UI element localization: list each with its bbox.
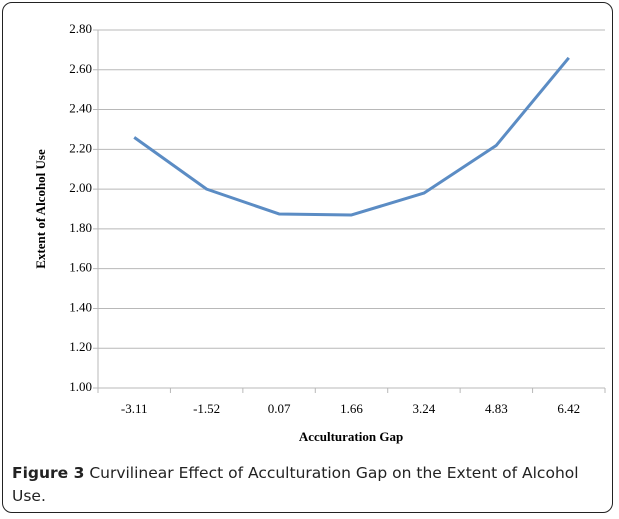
x-axis-title: Acculturation Gap — [299, 429, 403, 444]
y-tick-label: 2.00 — [69, 180, 92, 195]
x-tick-label: 4.83 — [485, 401, 508, 416]
x-tick-label: 0.07 — [268, 401, 291, 416]
y-tick-label: 2.80 — [69, 21, 92, 36]
y-tick-label: 2.40 — [69, 101, 92, 116]
x-tick-label: -3.11 — [121, 401, 148, 416]
chart: Acculturation Gap Extent of Alcohol Use … — [33, 21, 606, 444]
y-tick-label: 1.60 — [69, 260, 92, 275]
x-tick-label: 1.66 — [340, 401, 363, 416]
line — [133, 56, 570, 217]
x-tick-label: -1.52 — [193, 401, 220, 416]
y-axis-title: Extent of Alcohol Use — [33, 149, 48, 269]
x-tick-label: 3.24 — [413, 401, 436, 416]
x-tick-label: 6.42 — [557, 401, 580, 416]
y-tick-label: 1.20 — [69, 339, 92, 354]
y-tick-label: 1.40 — [69, 299, 92, 314]
y-tick-label: 2.20 — [69, 140, 92, 155]
y-tick-label: 1.80 — [69, 220, 92, 235]
y-tick-label: 1.00 — [69, 379, 92, 394]
caption-text: Curvilinear Effect of Acculturation Gap … — [12, 464, 579, 505]
figure-caption: Figure 3 Curvilinear Effect of Accultura… — [12, 462, 602, 508]
caption-label: Figure 3 — [12, 464, 85, 482]
y-tick-label: 2.60 — [69, 61, 92, 76]
figure-frame — [2, 2, 613, 513]
